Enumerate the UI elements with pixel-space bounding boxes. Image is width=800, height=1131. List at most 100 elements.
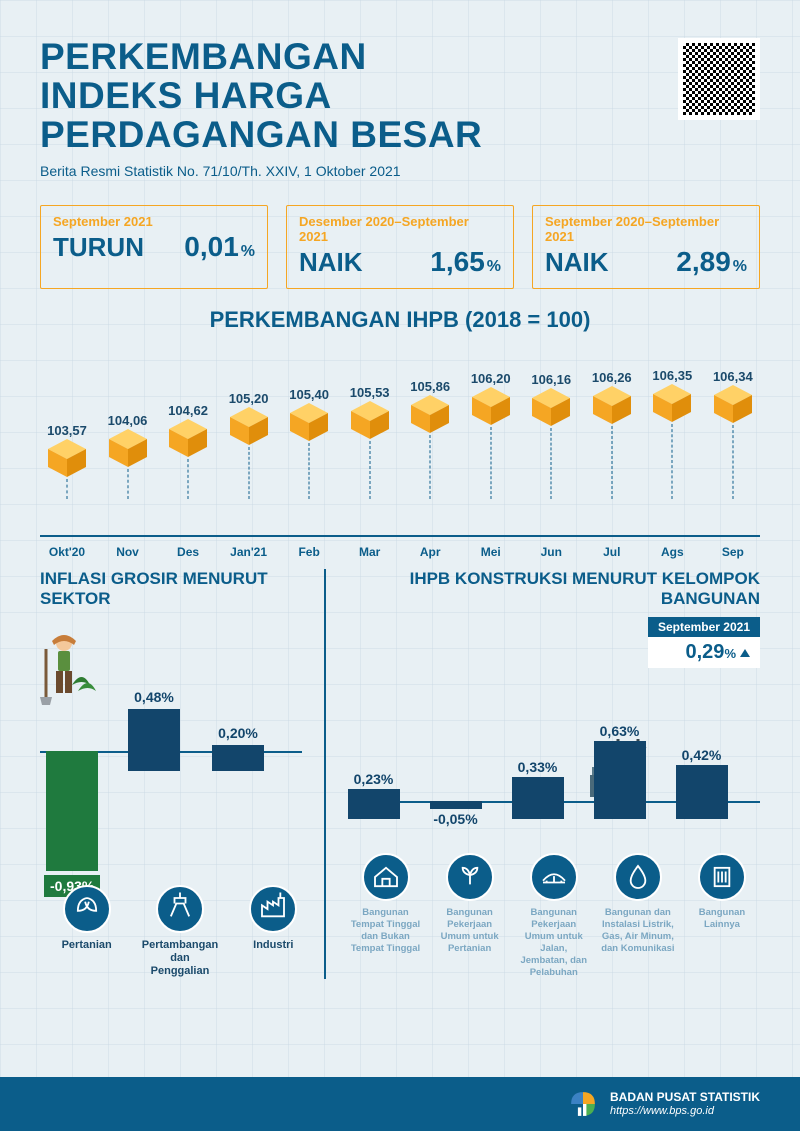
stat-row: September 2021 TURUN 0,01% Desember 2020… <box>0 191 800 299</box>
stat-direction: NAIK <box>299 247 363 278</box>
bar-column: -0,93% <box>44 751 100 897</box>
chart-column: 103,57 Okt'20 <box>40 349 94 559</box>
chart-column: 105,20 Jan'21 <box>222 349 276 559</box>
box-icon <box>46 437 88 479</box>
bar <box>348 789 400 819</box>
bar-column: 0,33% <box>512 759 564 819</box>
factory-icon <box>249 885 297 933</box>
chart-label: Jun <box>541 545 562 559</box>
chart-label: Mei <box>481 545 501 559</box>
bar-label: 0,63% <box>600 723 640 739</box>
stat-box: September 2020–September 2021 NAIK 2,89% <box>532 205 760 289</box>
page-title: PERKEMBANGAN INDEKS HARGA PERDAGANGAN BE… <box>40 38 760 155</box>
chart-label: Sep <box>722 545 744 559</box>
chart-stem <box>490 427 491 499</box>
stat-period: September 2020–September 2021 <box>545 214 747 244</box>
building-icon <box>698 853 746 901</box>
box-icon <box>409 393 451 435</box>
stat-direction: NAIK <box>545 247 609 278</box>
chart-stem <box>248 447 249 499</box>
chart-stem <box>551 428 552 499</box>
chart-value: 103,57 <box>47 423 87 438</box>
category-label: Bangunan Lainnya <box>684 907 760 931</box>
leaf-icon <box>63 885 111 933</box>
bps-logo-icon <box>566 1087 600 1121</box>
chart-value: 106,16 <box>531 372 571 387</box>
category: Bangunan dan Instalasi Listrik, Gas, Air… <box>600 853 676 978</box>
sector-panel: INFLASI GROSIR MENURUT SEKTOR -0,93% 0,48… <box>40 569 320 979</box>
bar-column: -0,05% <box>430 801 482 827</box>
box-icon <box>591 384 633 426</box>
construction-panel: IHPB KONSTRUKSI MENURUT KELOMPOK BANGUNA… <box>330 569 761 979</box>
box-icon <box>712 383 754 425</box>
chart-label: Feb <box>298 545 319 559</box>
construction-badge: September 2021 0,29% <box>648 617 760 668</box>
bar <box>430 801 482 809</box>
divider <box>324 569 326 979</box>
bridge-icon <box>530 853 578 901</box>
chart-column: 106,16 Jun <box>524 349 578 559</box>
stat-direction: TURUN <box>53 232 144 263</box>
chart-column: 106,20 Mei <box>464 349 518 559</box>
chart-label: Des <box>177 545 199 559</box>
qr-code <box>678 38 760 120</box>
chart-label: Jul <box>603 545 620 559</box>
stat-value: 1,65% <box>430 246 501 278</box>
box-icon <box>288 401 330 443</box>
chart-value: 106,26 <box>592 370 632 385</box>
footer-text: BADAN PUSAT STATISTIK https://www.bps.go… <box>610 1090 760 1118</box>
box-icon <box>651 382 693 424</box>
stat-value: 2,89% <box>676 246 747 278</box>
stat-value: 0,01% <box>184 231 255 263</box>
stat-period: September 2021 <box>53 214 255 229</box>
chart-value: 104,06 <box>108 413 148 428</box>
bar <box>212 745 264 771</box>
chart-stem <box>369 441 370 499</box>
bar <box>594 741 646 819</box>
category: Bangunan Lainnya <box>684 853 760 978</box>
category-label: Bangunan Pekerjaan Umum untuk Jalan, Jem… <box>516 907 592 978</box>
chart-value: 106,35 <box>652 368 692 383</box>
category: Pertambangan dan Penggalian <box>140 885 220 979</box>
house-icon <box>362 853 410 901</box>
category: Pertanian <box>47 885 127 979</box>
stat-box: September 2021 TURUN 0,01% <box>40 205 268 289</box>
bar-column: 0,23% <box>348 771 400 819</box>
chart-label: Nov <box>116 545 139 559</box>
chart-column: 105,40 Feb <box>282 349 336 559</box>
chart-value: 105,53 <box>350 385 390 400</box>
bar-column: 0,48% <box>128 689 180 771</box>
construction-title: IHPB KONSTRUKSI MENURUT KELOMPOK BANGUNA… <box>348 569 761 610</box>
bar <box>512 777 564 819</box>
chart-stem <box>127 469 128 499</box>
chart-column: 106,34 Sep <box>706 349 760 559</box>
chart-column: 104,62 Des <box>161 349 215 559</box>
chart-column: 105,53 Mar <box>343 349 397 559</box>
chart-column: 106,35 Ags <box>645 349 699 559</box>
category: Bangunan Pekerjaan Umum untuk Pertanian <box>432 853 508 978</box>
stat-box: Desember 2020–September 2021 NAIK 1,65% <box>286 205 514 289</box>
bar-label: 0,48% <box>134 689 174 705</box>
category: Industri <box>233 885 313 979</box>
chart-stem <box>309 443 310 499</box>
bar-label: 0,33% <box>518 759 558 775</box>
category-label: Pertambangan dan Penggalian <box>140 939 220 979</box>
chart-value: 106,34 <box>713 369 753 384</box>
bar <box>46 751 98 871</box>
box-icon <box>470 385 512 427</box>
up-arrow-icon <box>740 649 750 657</box>
chart-value: 105,40 <box>289 387 329 402</box>
category-label: Bangunan Tempat Tinggal dan Bukan Tempat… <box>348 907 424 955</box>
chart-value: 105,20 <box>229 391 269 406</box>
farmer-illustration <box>32 629 102 709</box>
box-icon <box>530 386 572 428</box>
box-icon <box>349 399 391 441</box>
drop-icon <box>614 853 662 901</box>
sector-title: INFLASI GROSIR MENURUT SEKTOR <box>40 569 302 610</box>
category: Bangunan Pekerjaan Umum untuk Jalan, Jem… <box>516 853 592 978</box>
chart-stem <box>430 435 431 499</box>
chart-label: Mar <box>359 545 380 559</box>
chart-column: 104,06 Nov <box>101 349 155 559</box>
bar-label: -0,05% <box>433 811 477 827</box>
construction-period: September 2021 <box>648 617 760 637</box>
